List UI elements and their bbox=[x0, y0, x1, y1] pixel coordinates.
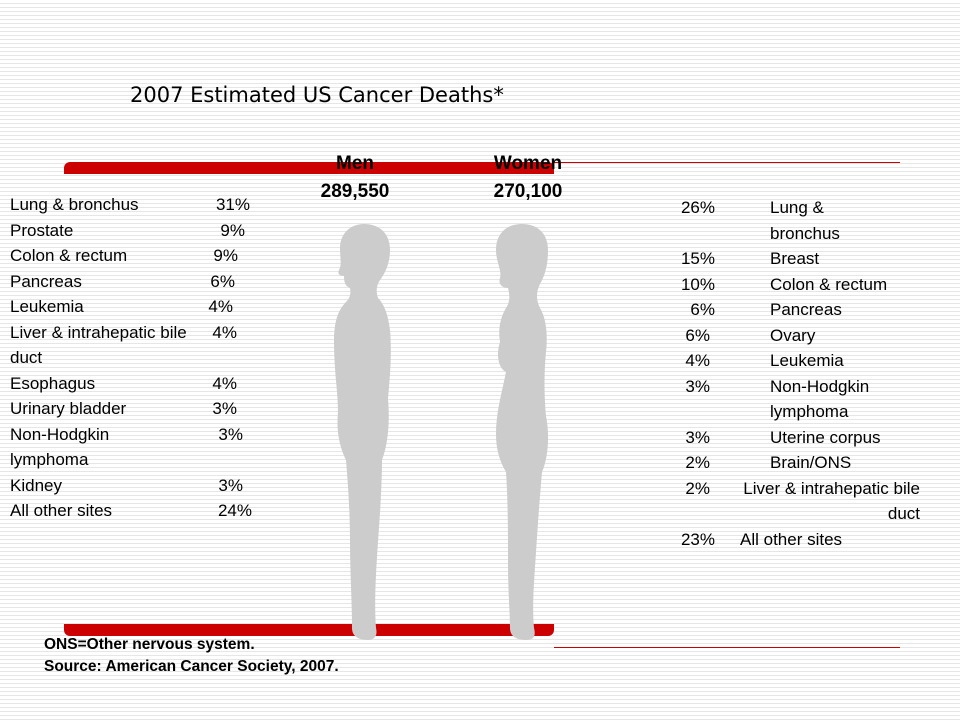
site-percent: 4% bbox=[212, 373, 237, 393]
site-label: Liver & intrahepatic bile duct bbox=[10, 322, 187, 368]
site-label: Colon & rectum bbox=[770, 274, 888, 294]
site-label: Pancreas bbox=[10, 271, 82, 291]
site-percent: 4% bbox=[212, 322, 237, 342]
site-percent: 4% bbox=[208, 297, 233, 316]
site-label: Breast bbox=[770, 249, 820, 268]
site-label: Prostate bbox=[10, 220, 74, 240]
site-label: Ovary bbox=[770, 325, 816, 345]
bottom-thin-line bbox=[554, 647, 900, 648]
site-label: Colon & rectum bbox=[10, 246, 128, 265]
female-silhouette bbox=[488, 222, 564, 642]
site-percent: 15% bbox=[680, 249, 715, 268]
site-percent: 3% bbox=[685, 427, 710, 447]
site-percent: 26% bbox=[680, 198, 715, 217]
women-heading: Women 270,100 bbox=[468, 150, 588, 206]
site-label: Uterine corpus bbox=[770, 427, 881, 447]
men-total: 289,550 bbox=[320, 181, 390, 202]
women-total: 270,100 bbox=[493, 181, 563, 202]
site-percent: 6% bbox=[210, 271, 235, 291]
site-percent: 3% bbox=[212, 399, 237, 418]
site-label: Lung & bronchus bbox=[10, 195, 139, 214]
women-label: Women bbox=[493, 153, 563, 174]
site-label: Non-Hodgkin lymphoma bbox=[770, 376, 870, 422]
site-percent: 2% bbox=[685, 453, 710, 472]
footnote-source: Source: American Cancer Society, 2007. bbox=[44, 658, 339, 675]
men-label: Men bbox=[336, 153, 374, 174]
slide-title: 2007 Estimated US Cancer Deaths* bbox=[130, 83, 504, 107]
site-label: Leukemia bbox=[770, 351, 844, 370]
site-percent: 2% bbox=[685, 478, 710, 498]
site-percent: 10% bbox=[680, 274, 715, 294]
site-label: All other sites bbox=[10, 501, 113, 520]
site-label: Kidney bbox=[10, 475, 62, 495]
site-percent: 23% bbox=[680, 529, 715, 549]
site-label: All other sites bbox=[740, 529, 843, 549]
site-percent: 4% bbox=[685, 351, 710, 370]
site-percent: 6% bbox=[685, 325, 710, 345]
site-percent: 31% bbox=[215, 195, 250, 214]
top-thin-line bbox=[554, 162, 900, 163]
footnote: ONS=Other nervous system. Source: Americ… bbox=[44, 634, 339, 678]
site-label: Urinary bladder bbox=[10, 399, 127, 418]
male-silhouette bbox=[328, 222, 404, 642]
site-label: Brain/ONS bbox=[770, 453, 852, 472]
site-percent: 3% bbox=[685, 376, 710, 396]
site-percent: 3% bbox=[218, 475, 243, 495]
men-heading: Men 289,550 bbox=[300, 150, 410, 206]
site-label: Liver & intrahepatic bile duct bbox=[743, 478, 920, 524]
site-percent: 3% bbox=[218, 424, 243, 444]
site-label: Lung & bronchus bbox=[770, 198, 840, 243]
site-label: Leukemia bbox=[10, 297, 84, 316]
site-percent: 6% bbox=[690, 300, 715, 319]
site-label: Esophagus bbox=[10, 373, 96, 393]
red-frame-bar bbox=[64, 162, 554, 636]
site-percent: 9% bbox=[213, 246, 238, 265]
site-percent: 24% bbox=[217, 501, 252, 520]
footnote-ons: ONS=Other nervous system. bbox=[44, 636, 255, 653]
site-percent: 9% bbox=[220, 220, 245, 240]
site-label: Non-Hodgkin lymphoma bbox=[10, 424, 110, 470]
site-label: Pancreas bbox=[770, 300, 842, 319]
